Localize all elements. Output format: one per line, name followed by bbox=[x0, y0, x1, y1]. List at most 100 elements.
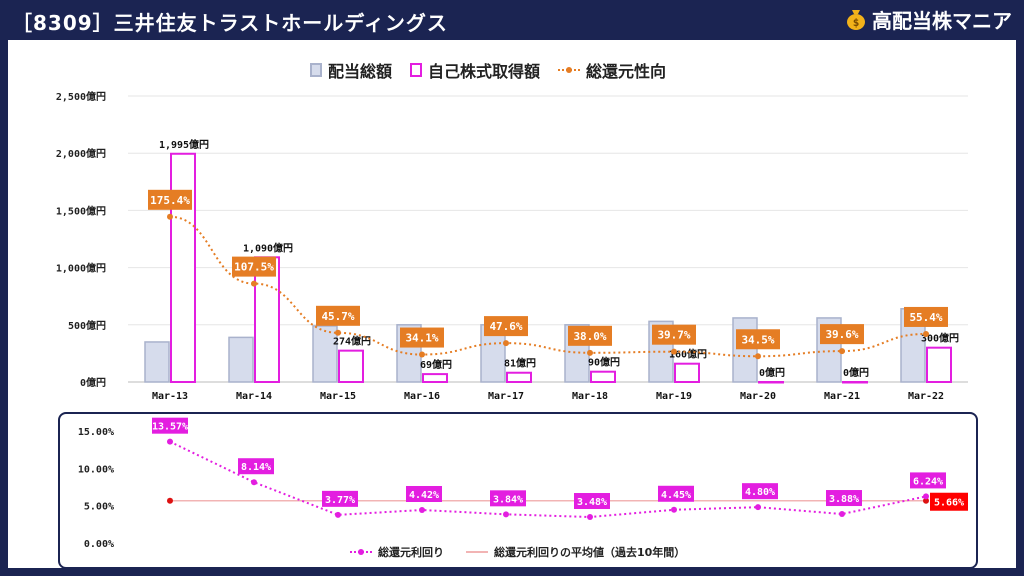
bar-total bbox=[312, 325, 338, 383]
bar-buyback-label: 0億円 bbox=[843, 366, 869, 379]
bar-buyback-label: 90億円 bbox=[588, 356, 620, 369]
yield-point bbox=[839, 511, 845, 518]
x-tick-label: Mar-17 bbox=[488, 391, 524, 402]
yield-point bbox=[587, 514, 593, 521]
x-tick-label: Mar-15 bbox=[320, 391, 356, 402]
average-point bbox=[923, 497, 929, 504]
yield-label-box bbox=[742, 483, 778, 500]
legend-label-yield: 総還元利回り bbox=[378, 546, 444, 559]
legend-swatch-average bbox=[466, 551, 488, 553]
yield-label-box bbox=[826, 490, 862, 507]
yield-label: 3.77% bbox=[325, 495, 355, 506]
yield-point bbox=[419, 506, 425, 513]
ratio-label-box bbox=[736, 329, 780, 350]
bar-buyback-label: 81億円 bbox=[504, 357, 536, 370]
legend-item-ratio: 総還元性向 bbox=[558, 58, 666, 82]
bar-buyback-label: 160億円 bbox=[669, 348, 707, 361]
bar-buyback-label: 274億円 bbox=[333, 335, 371, 348]
ratio-point bbox=[839, 348, 845, 355]
yield-label: 3.88% bbox=[829, 494, 859, 505]
legend-swatch-ratio bbox=[558, 65, 581, 75]
yield-label: 4.80% bbox=[745, 487, 775, 498]
ratio-label-box bbox=[148, 189, 192, 210]
ratio-label: 47.6% bbox=[489, 320, 522, 333]
bar-buyback-label: 0億円 bbox=[759, 366, 785, 379]
yield-point bbox=[251, 479, 257, 486]
bar-buyback-label: 1,995億円 bbox=[159, 138, 209, 151]
yield-point bbox=[923, 493, 929, 500]
bar-buyback bbox=[338, 349, 364, 383]
svg-text:$: $ bbox=[853, 16, 860, 29]
yield-point bbox=[335, 511, 341, 518]
y-tick-label: 10.00% bbox=[78, 464, 114, 475]
bar-total bbox=[228, 336, 254, 383]
ratio-label-box bbox=[568, 325, 612, 346]
yield-label-box bbox=[574, 493, 610, 510]
bar-total bbox=[732, 317, 758, 383]
bar-buyback bbox=[590, 370, 616, 384]
yield-label: 4.45% bbox=[661, 490, 691, 501]
yield-label: 13.57% bbox=[152, 422, 188, 433]
ratio-label-box bbox=[232, 256, 276, 277]
ratio-label-box bbox=[652, 324, 696, 345]
yield-label-box bbox=[238, 458, 274, 475]
ratio-label: 55.4% bbox=[909, 311, 942, 324]
yield-label: 8.14% bbox=[241, 462, 271, 473]
yield-label-box bbox=[490, 490, 526, 507]
legend-item-buyback: 自己株式取得額 bbox=[410, 58, 540, 82]
legend-swatch-total bbox=[310, 63, 322, 77]
ratio-point bbox=[503, 340, 509, 347]
legend-item-total: 配当総額 bbox=[310, 58, 392, 82]
x-tick-label: Mar-16 bbox=[404, 391, 440, 402]
legend-label-ratio: 総還元性向 bbox=[586, 62, 667, 81]
x-tick-label: Mar-21 bbox=[824, 391, 860, 402]
ratio-point bbox=[587, 349, 593, 356]
average-label: 5.66% bbox=[934, 498, 964, 509]
ratio-point bbox=[755, 353, 761, 360]
bar-buyback bbox=[422, 373, 448, 384]
yield-label: 4.42% bbox=[409, 490, 439, 501]
legend-swatch-buyback bbox=[410, 63, 423, 77]
ratio-point bbox=[251, 280, 257, 287]
yield-label-box bbox=[152, 417, 188, 434]
bar-buyback bbox=[506, 371, 532, 384]
y-tick-label: 0.00% bbox=[84, 539, 114, 550]
ratio-point bbox=[923, 330, 929, 337]
y-tick-label: 1,500億円 bbox=[56, 204, 106, 217]
ratio-label: 38.0% bbox=[573, 330, 606, 343]
bar-buyback bbox=[254, 256, 280, 383]
bar-buyback-label: 1,090億円 bbox=[243, 241, 293, 254]
yield-label: 6.24% bbox=[913, 476, 943, 487]
x-tick-label: Mar-19 bbox=[656, 391, 692, 402]
bar-buyback bbox=[842, 381, 868, 384]
ratio-label: 39.6% bbox=[825, 328, 858, 341]
bar-buyback-label: 300億円 bbox=[921, 332, 959, 345]
average-point bbox=[167, 497, 173, 504]
ratio-point bbox=[167, 213, 173, 220]
bar-buyback bbox=[674, 362, 700, 384]
ratio-label-box bbox=[904, 306, 948, 327]
ratio-label-box bbox=[400, 327, 444, 348]
ratio-label-box bbox=[316, 305, 360, 326]
ratio-label-box bbox=[484, 316, 528, 337]
legend-label-buyback: 自己株式取得額 bbox=[428, 62, 541, 81]
bottom-chart-legend: 総還元利回り 総還元利回りの平均値（過去10年間） bbox=[350, 544, 685, 560]
ratio-label: 175.4% bbox=[150, 194, 190, 207]
yield-point bbox=[755, 504, 761, 511]
ratio-point bbox=[419, 351, 425, 358]
yield-label: 3.48% bbox=[577, 497, 607, 508]
yield-point bbox=[167, 438, 173, 445]
y-tick-label: 15.00% bbox=[78, 427, 114, 438]
y-tick-label: 2,000億円 bbox=[56, 147, 106, 160]
legend-item-yield: 総還元利回り bbox=[350, 544, 444, 560]
bar-buyback bbox=[758, 381, 784, 384]
legend-item-average: 総還元利回りの平均値（過去10年間） bbox=[466, 544, 685, 560]
ratio-line bbox=[169, 215, 927, 358]
ratio-label: 107.5% bbox=[234, 261, 274, 274]
y-tick-label: 0億円 bbox=[80, 376, 106, 389]
yield-label: 3.84% bbox=[493, 494, 523, 505]
brand-name: 高配当株マニア bbox=[872, 8, 1012, 33]
ratio-label: 34.5% bbox=[741, 333, 774, 346]
